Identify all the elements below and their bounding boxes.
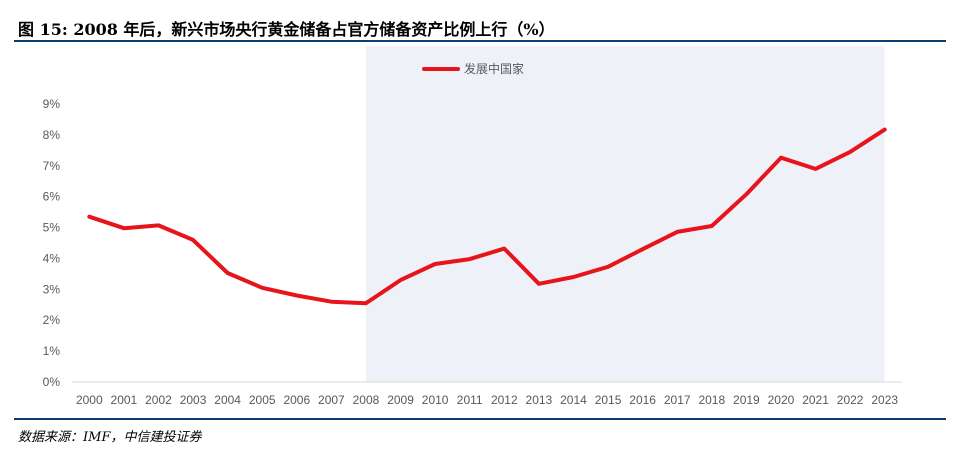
y-tick-label: 3% [43,282,61,296]
x-tick-label: 2010 [422,393,449,407]
x-tick-label: 2001 [111,393,138,407]
x-tick-label: 2011 [457,393,483,407]
y-tick-label: 1% [43,344,61,358]
x-tick-label: 2009 [387,393,414,407]
x-tick-label: 2007 [318,393,345,407]
y-tick-label: 5% [43,221,61,235]
x-tick-label: 2002 [145,393,172,407]
x-tick-label: 2014 [560,393,587,407]
x-tick-label: 2006 [283,393,310,407]
x-tick-label: 2016 [629,393,656,407]
shaded-region [365,46,885,382]
title-rule [14,40,946,42]
x-tick-label: 2023 [871,393,898,407]
x-tick-label: 2022 [837,393,864,407]
source-note: 数据来源：IMF，中信建投证券 [18,430,202,445]
x-tick-label: 2017 [664,393,691,407]
x-tick-label: 2019 [733,393,760,407]
y-tick-label: 8% [43,128,61,142]
x-tick-label: 2003 [180,393,207,407]
legend: 发展中国家 [422,61,524,76]
x-tick-label: 2020 [768,393,795,407]
x-tick-label: 2013 [526,393,553,407]
x-tick-label: 2021 [802,393,829,407]
source-rule [14,418,946,420]
x-tick-label: 2004 [214,393,241,407]
y-tick-label: 6% [43,190,61,204]
legend-label: 发展中国家 [464,61,524,76]
y-tick-label: 9% [43,97,61,111]
x-tick-label: 2018 [698,393,725,407]
y-tick-label: 2% [43,313,61,327]
x-tick-label: 2015 [595,393,622,407]
series-line [87,127,887,306]
x-tick-label: 2000 [76,393,103,407]
y-tick-label: 4% [43,251,61,265]
y-tick-label: 7% [43,159,61,173]
figure-title: 图 15: 2008 年后，新兴市场央行黄金储备占官方储备资产比例上行（%） [18,20,555,39]
x-tick-label: 2012 [491,393,518,407]
x-tick-label: 2005 [249,393,276,407]
x-tick-label: 2008 [353,393,380,407]
y-tick-label: 0% [43,375,61,389]
